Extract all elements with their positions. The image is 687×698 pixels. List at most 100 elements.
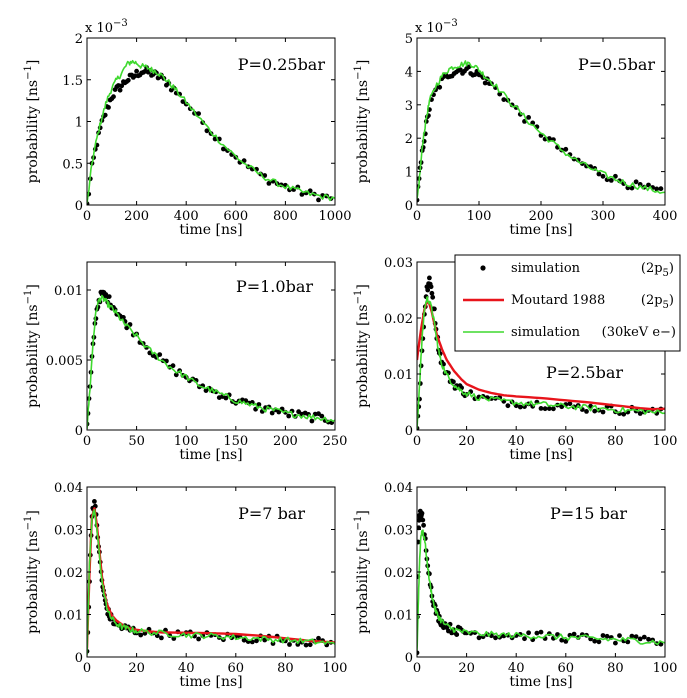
- x-tick-label: 150: [223, 434, 248, 449]
- y-tick-label: 0.005: [46, 354, 83, 369]
- x-tick-label: 80: [277, 661, 294, 676]
- data-point: [600, 633, 606, 638]
- panel-title: P=15 bar: [550, 504, 627, 523]
- data-point: [542, 406, 548, 412]
- data-point: [299, 192, 305, 197]
- data-point: [429, 290, 435, 296]
- x-tick-label: 600: [223, 209, 248, 224]
- y-tick-label: 0.01: [384, 368, 413, 383]
- data-point: [106, 105, 111, 110]
- data-point: [658, 641, 664, 647]
- legend-entry: Moutard 1988 (2p5): [463, 293, 674, 311]
- data-point: [451, 379, 456, 385]
- x-tick-label: 100: [653, 434, 678, 449]
- data-point: [303, 642, 309, 648]
- data-point: [316, 197, 321, 203]
- data-point: [125, 77, 131, 83]
- data-point: [517, 404, 523, 410]
- plot-area: [417, 275, 665, 430]
- y-tick-label: 0.03: [384, 256, 413, 271]
- legend-entry: simulation (2p5): [480, 261, 674, 279]
- data-point: [419, 510, 425, 516]
- y-tick-label: 0.03: [384, 524, 413, 539]
- y-axis-label: probability [ns−1]: [23, 60, 41, 184]
- data-point: [437, 84, 443, 90]
- panel-title: P=7 bar: [238, 504, 305, 523]
- x-tick-label: 0: [413, 434, 421, 449]
- data-point: [269, 410, 275, 416]
- x-axis-label: time [ns]: [179, 674, 242, 690]
- y-tick-label: 2: [75, 32, 83, 47]
- data-point: [111, 94, 116, 100]
- data-point: [493, 635, 498, 641]
- data-point: [170, 363, 176, 369]
- data-point: [458, 67, 463, 73]
- x-tick-label: 0: [83, 661, 91, 676]
- y-axis-label: probability [ns−1]: [353, 284, 371, 408]
- data-point: [132, 73, 138, 79]
- y-tick-label: 0.04: [54, 481, 83, 496]
- data-point: [637, 411, 643, 416]
- data-point: [600, 409, 606, 415]
- data-point: [119, 83, 125, 89]
- x-tick-label: 0: [83, 209, 91, 224]
- data-point: [538, 406, 544, 411]
- plot-area: [417, 508, 665, 656]
- panel-4: 0 20 40 60 80 100 0 0.01 0.02 0.03 time [ns] probab…: [353, 256, 677, 463]
- data-point: [421, 522, 426, 528]
- data-point: [223, 395, 229, 401]
- legend: simulation (2p5)Moutard 1988 (2p5)simulati…: [454, 254, 681, 352]
- plot-area: [87, 499, 335, 656]
- y-tick-label: 4: [405, 65, 413, 80]
- y-axis-label: probability [ns−1]: [353, 510, 371, 634]
- legend-label: simulation: [511, 325, 581, 340]
- panel-1: 0 200 400 600 800 1000 0 0.5 1 1.5 2 time [ns] proba…: [23, 18, 352, 238]
- data-point: [637, 182, 643, 187]
- y-scale-multiplier: x 10−3: [415, 18, 458, 36]
- y-tick-label: 0.03: [54, 524, 83, 539]
- y-tick-label: 2: [405, 132, 413, 147]
- y-tick-label: 0.02: [384, 566, 413, 581]
- y-tick-label: 0.5: [62, 157, 83, 172]
- y-axis-label: probability [ns−1]: [23, 510, 41, 634]
- data-point: [476, 635, 482, 641]
- data-point: [596, 639, 602, 645]
- data-point: [468, 630, 474, 636]
- data-point: [625, 639, 631, 645]
- data-point: [106, 294, 112, 299]
- data-point: [225, 148, 230, 154]
- data-point: [522, 636, 527, 642]
- panel-title: P=1.0bar: [236, 277, 313, 296]
- data-point: [454, 632, 460, 637]
- data-point: [466, 64, 472, 70]
- data-point: [256, 402, 262, 407]
- y-tick-label: 0.04: [384, 481, 413, 496]
- y-tick-label: 1: [405, 166, 413, 181]
- x-tick-label: 400: [653, 209, 678, 224]
- y-axis-label: probability [ns−1]: [23, 284, 41, 408]
- x-tick-label: 0: [413, 209, 421, 224]
- legend-suffix: (2p5): [641, 261, 674, 279]
- data-point: [430, 294, 436, 300]
- simulation-curve: [417, 529, 665, 651]
- data-point: [505, 403, 511, 409]
- x-tick-label: 400: [174, 209, 199, 224]
- x-tick-label: 20: [458, 434, 475, 449]
- x-tick-label: 100: [467, 209, 492, 224]
- y-tick-label: 0: [405, 199, 413, 214]
- x-tick-label: 100: [174, 434, 199, 449]
- data-point: [307, 642, 313, 648]
- panel-2: 0 100 200 300 400 0 1 2 3 4 5 time [ns] probability …: [353, 18, 677, 238]
- panel-6: 0 20 40 60 80 100 0 0.01 0.02 0.03 0.04 time [ns] pr…: [353, 481, 677, 690]
- data-point: [621, 411, 627, 417]
- plot-area: [87, 289, 335, 430]
- x-tick-label: 60: [558, 661, 575, 676]
- panel-5: 0 20 40 60 80 100 0 0.01 0.02 0.03 0.04 time [ns] pr…: [23, 481, 347, 690]
- y-tick-label: 0.02: [384, 312, 413, 327]
- x-tick-label: 250: [323, 434, 348, 449]
- y-tick-label: 0.01: [54, 284, 83, 299]
- x-tick-label: 200: [273, 434, 298, 449]
- x-tick-label: 40: [508, 434, 525, 449]
- simulation-curve: [87, 294, 335, 430]
- data-point: [316, 411, 321, 417]
